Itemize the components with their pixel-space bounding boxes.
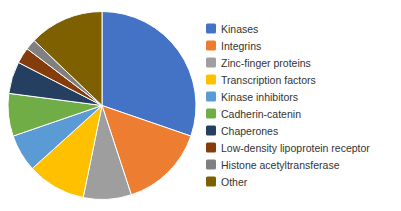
legend-label: Chaperones [221, 125, 278, 137]
legend-label: Histone acetyltransferase [221, 159, 340, 171]
legend: Kinases Integrins Zinc-finger proteins Tran… [206, 23, 370, 188]
legend-label: Kinase inhibitors [221, 91, 298, 103]
chart: Kinases Integrins Zinc-finger proteins Tran… [0, 0, 401, 211]
legend-swatch [206, 160, 216, 170]
legend-label: Transcription factors [221, 74, 316, 86]
legend-swatch [206, 24, 216, 34]
legend-label: Zinc-finger proteins [221, 57, 311, 69]
legend-label: Low-density lipoprotein receptor [221, 142, 370, 154]
chart-container: Kinases Integrins Zinc-finger proteins Tran… [0, 0, 401, 211]
legend-swatch [206, 41, 216, 51]
legend-label: Cadherin-catenin [221, 108, 301, 120]
pie-slice [34, 12, 102, 106]
legend-label: Integrins [221, 40, 261, 52]
legend-swatch [206, 177, 216, 187]
pie [8, 12, 196, 200]
legend-swatch [206, 58, 216, 68]
legend-swatch [206, 126, 216, 136]
legend-swatch [206, 92, 216, 102]
legend-swatch [206, 109, 216, 119]
legend-swatch [206, 143, 216, 153]
legend-label: Other [221, 176, 248, 188]
legend-swatch [206, 75, 216, 85]
legend-label: Kinases [221, 23, 258, 35]
